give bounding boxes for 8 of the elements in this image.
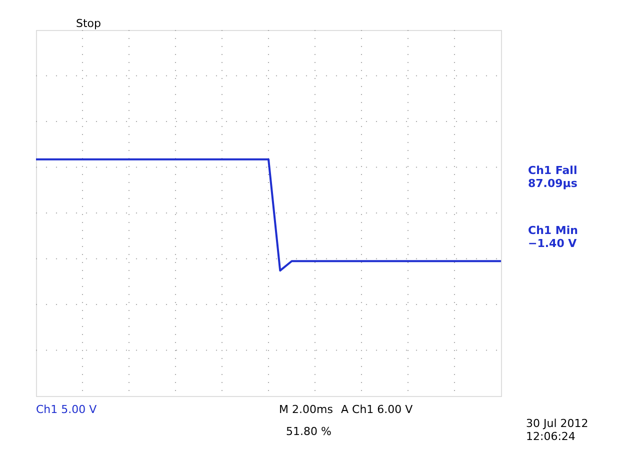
text: 30 Jul 2012 12:06:24 [526, 417, 588, 443]
text: M 2.00ms [279, 403, 334, 416]
text: Ch1 5.00 V [36, 403, 98, 416]
text: 51.80 % [286, 425, 332, 438]
text: Stop [76, 17, 102, 30]
text: Ch1 Fall 87.09µs [528, 164, 578, 190]
text: Ch1 Min −1.40 V [528, 224, 578, 250]
text: A Ch1 6.00 V [341, 403, 414, 416]
